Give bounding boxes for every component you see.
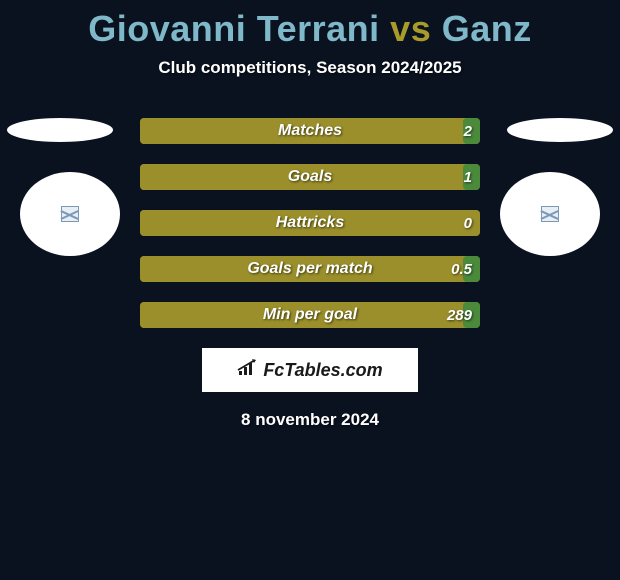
- subtitle: Club competitions, Season 2024/2025: [0, 58, 620, 78]
- date: 8 november 2024: [0, 410, 620, 430]
- stat-label: Goals: [288, 168, 332, 186]
- player2-avatar-circle: [500, 172, 600, 256]
- decor-ellipse-left: [7, 118, 113, 142]
- stats-area: Matches 2 Goals 1 Hattricks 0 Goals per match 0…: [0, 118, 620, 328]
- stat-bars: Matches 2 Goals 1 Hattricks 0 Goals per match 0…: [140, 118, 480, 328]
- stat-value-right: 0.5: [451, 261, 472, 278]
- stat-row: Goals 1: [140, 164, 480, 190]
- stat-row: Min per goal 289: [140, 302, 480, 328]
- player2-name: Ganz: [442, 8, 532, 49]
- stat-row: Matches 2: [140, 118, 480, 144]
- stat-row: Hattricks 0: [140, 210, 480, 236]
- vs-text: vs: [390, 8, 431, 49]
- stat-value-right: 1: [464, 169, 472, 186]
- stat-value-right: 2: [464, 123, 472, 140]
- player1-name: Giovanni Terrani: [88, 8, 379, 49]
- stat-value-right: 289: [447, 307, 472, 324]
- logo-box: FcTables.com: [202, 348, 418, 392]
- bars-icon: [237, 359, 259, 382]
- stat-label: Goals per match: [247, 260, 372, 278]
- player1-avatar-circle: [20, 172, 120, 256]
- stat-value-right: 0: [464, 215, 472, 232]
- logo: FcTables.com: [237, 359, 382, 382]
- stat-label: Hattricks: [276, 214, 344, 232]
- stat-label: Min per goal: [263, 306, 357, 324]
- stat-row: Goals per match 0.5: [140, 256, 480, 282]
- logo-text: FcTables.com: [263, 360, 382, 381]
- stat-label: Matches: [278, 122, 342, 140]
- comparison-title: Giovanni Terrani vs Ganz: [0, 0, 620, 50]
- decor-ellipse-right: [507, 118, 613, 142]
- broken-image-icon: [61, 206, 79, 222]
- broken-image-icon: [541, 206, 559, 222]
